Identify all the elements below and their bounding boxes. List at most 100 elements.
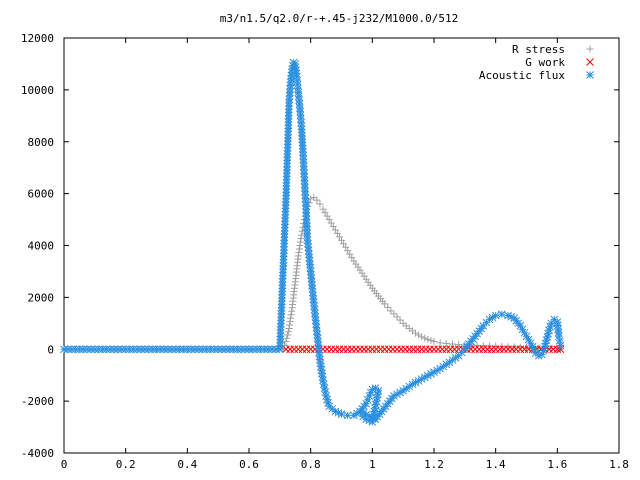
legend-marker bbox=[586, 58, 594, 66]
data-point bbox=[446, 345, 455, 354]
data-point bbox=[554, 325, 562, 334]
data-point bbox=[313, 196, 321, 204]
y-tick-label: 10000 bbox=[21, 84, 54, 97]
data-point bbox=[556, 341, 565, 350]
data-point bbox=[387, 307, 395, 315]
data-point bbox=[295, 245, 303, 253]
data-point bbox=[352, 345, 360, 354]
data-point bbox=[498, 342, 506, 350]
data-point bbox=[171, 345, 180, 354]
data-point bbox=[152, 345, 161, 354]
data-point bbox=[381, 300, 389, 308]
data-point bbox=[449, 340, 456, 348]
data-point bbox=[295, 248, 303, 256]
data-point bbox=[283, 334, 291, 342]
data-point bbox=[294, 252, 302, 260]
data-point bbox=[285, 325, 293, 332]
data-point bbox=[397, 345, 405, 354]
chart-title: m3/n1.5/q2.0/r-+.45-j232/M1000.0/512 bbox=[220, 12, 458, 25]
data-point bbox=[252, 345, 261, 354]
data-point bbox=[179, 345, 188, 354]
data-point bbox=[492, 342, 500, 350]
data-point bbox=[417, 345, 426, 354]
data-point bbox=[287, 314, 295, 322]
data-point bbox=[438, 345, 447, 354]
data-point bbox=[418, 333, 426, 341]
y-tick-label: 4000 bbox=[28, 240, 55, 253]
data-point bbox=[547, 319, 556, 328]
x-tick-label: 1 bbox=[369, 458, 376, 471]
data-point bbox=[268, 345, 276, 354]
data-point bbox=[376, 345, 385, 354]
x-tick-label: 0.4 bbox=[177, 458, 197, 471]
data-point bbox=[300, 180, 309, 189]
data-point bbox=[300, 173, 309, 181]
data-point bbox=[497, 310, 506, 319]
data-point bbox=[183, 345, 192, 354]
x-tick-label: 0.6 bbox=[239, 458, 259, 471]
legend-label: G work bbox=[525, 56, 565, 69]
data-point bbox=[475, 345, 484, 354]
data-point bbox=[306, 345, 315, 354]
data-point bbox=[363, 395, 372, 404]
data-marks bbox=[60, 58, 565, 426]
data-point bbox=[362, 399, 371, 408]
data-point bbox=[372, 345, 381, 354]
data-point bbox=[359, 409, 367, 417]
x-tick-label: 0.2 bbox=[116, 458, 136, 471]
data-point bbox=[296, 104, 304, 112]
data-point bbox=[301, 191, 310, 199]
data-point bbox=[455, 341, 463, 349]
data-point bbox=[114, 345, 122, 354]
data-point bbox=[309, 298, 318, 307]
data-point bbox=[421, 334, 429, 342]
data-point bbox=[102, 345, 111, 354]
data-point bbox=[187, 345, 196, 354]
x-tick-label: 1.2 bbox=[424, 458, 444, 471]
data-point bbox=[356, 345, 364, 354]
data-point bbox=[436, 339, 444, 347]
data-point bbox=[491, 311, 500, 320]
data-point bbox=[556, 345, 565, 354]
y-tick-label: 12000 bbox=[21, 32, 54, 45]
data-point bbox=[384, 345, 393, 354]
data-point bbox=[371, 404, 379, 412]
data-point bbox=[415, 331, 423, 339]
data-point bbox=[389, 345, 397, 354]
data-point bbox=[390, 310, 398, 318]
data-point bbox=[553, 318, 562, 326]
data-point bbox=[298, 345, 307, 354]
data-point bbox=[311, 309, 319, 318]
data-point bbox=[323, 345, 331, 354]
data-point bbox=[168, 345, 176, 354]
series-acoustic-flux bbox=[60, 58, 565, 426]
y-tick-label: -4000 bbox=[21, 447, 54, 460]
y-tick-label: 0 bbox=[47, 343, 54, 356]
x-tick-label: 1.4 bbox=[486, 458, 506, 471]
data-point bbox=[450, 345, 459, 354]
data-point bbox=[337, 410, 346, 418]
data-point bbox=[409, 345, 418, 354]
data-point bbox=[191, 345, 199, 354]
data-point bbox=[384, 303, 392, 311]
y-tick-label: 2000 bbox=[28, 291, 55, 304]
data-point bbox=[294, 345, 303, 354]
data-point bbox=[364, 345, 373, 354]
data-point bbox=[286, 318, 294, 326]
data-point bbox=[284, 328, 292, 336]
data-point bbox=[421, 345, 430, 354]
data-point bbox=[401, 345, 410, 354]
plot-frame bbox=[63, 37, 620, 454]
data-point bbox=[256, 345, 265, 354]
data-point bbox=[368, 345, 377, 354]
data-point bbox=[430, 337, 438, 345]
data-point bbox=[316, 200, 324, 208]
data-point bbox=[393, 313, 401, 321]
data-point bbox=[434, 345, 442, 354]
data-point bbox=[110, 345, 118, 354]
data-point bbox=[229, 345, 238, 354]
data-point bbox=[335, 345, 344, 354]
data-point bbox=[287, 311, 295, 319]
legend-label: Acoustic flux bbox=[479, 69, 565, 82]
